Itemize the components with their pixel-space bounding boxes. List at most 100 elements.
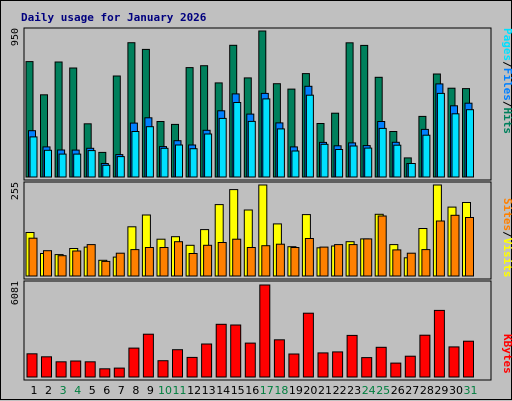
kbytes-bar-24 [361,357,373,378]
day-label-24: 24 [362,384,376,397]
visits-bar-27 [406,252,416,277]
legend-visits: Visits [501,238,512,278]
day-label-14: 14 [216,384,230,397]
kbytes-bar-2 [41,356,52,378]
kbytes-bar-29 [433,309,445,378]
visits-bar-22 [334,244,344,277]
pages-bar-13 [204,133,213,178]
kbytes-bar-19 [288,353,300,378]
pages-bar-26 [393,144,402,178]
kbytes-bar-20 [302,312,314,378]
kbytes-bar-6 [99,368,111,378]
legend-sep-1: / [501,61,512,68]
day-label-15: 15 [231,384,245,397]
visits-bar-31 [465,217,474,277]
pages-bar-8 [131,131,140,178]
legend-hits: Hits [501,108,512,135]
day-label-23: 23 [347,384,361,397]
day-label-25: 25 [376,384,390,397]
pages-bar-18 [276,128,285,178]
kbytes-bar-27 [404,355,416,378]
kbytes-bar-26 [390,362,402,378]
visits-bar-18 [275,243,285,277]
visits-bar-13 [203,244,213,277]
legend-sites: Sites [501,198,512,231]
pages-bar-27 [407,163,416,178]
visits-bar-3 [57,255,67,277]
visits-bar-15 [232,238,242,277]
kbytes-bar-12 [186,356,198,378]
day-label-22: 22 [333,384,347,397]
visits-bar-4 [72,250,82,277]
kbytes-bar-10 [157,360,169,378]
day-label-13: 13 [202,384,216,397]
day-labels: 1 2 3 4 5 6 7 8 9 10 11 12 13 14 15 16 17 18 19 20 21 22 23 24 2… [31,384,478,397]
pages-bar-28 [422,134,431,178]
visits-bar-5 [86,244,96,277]
kbytes-axis-max-label: 6081 [10,281,21,305]
pages-bar-9 [145,126,154,178]
kbytes-bar-15 [230,324,242,378]
kbytes-bar-9 [142,333,154,378]
visits-bar-8 [130,249,140,277]
visits-bar-17 [261,245,271,277]
visits-sites-legend: Sites/Visits [501,198,512,278]
pages-bar-10 [160,147,169,178]
day-label-8: 8 [132,384,139,397]
legend-files: Files [501,68,512,101]
day-label-6: 6 [103,384,110,397]
day-label-1: 1 [31,384,38,397]
visits-bar-10 [159,247,169,277]
pages-bar-5 [87,150,96,178]
visits-bar-21 [319,246,329,277]
visits-bar-29 [435,220,445,277]
visits-bar-24 [363,238,373,277]
chart-title: Daily usage for January 2026 [21,11,207,24]
kbytes-bar-21 [317,352,329,378]
legend-sep-3: / [501,231,512,238]
legend-pages: Pages [501,28,512,61]
day-label-11: 11 [173,384,187,397]
day-label-21: 21 [318,384,332,397]
bar-groups [25,30,474,378]
legend-kbytes: KBytes [501,334,512,374]
day-label-2: 2 [45,384,52,397]
day-label-7: 7 [118,384,125,397]
day-label-3: 3 [60,384,67,397]
day-label-19: 19 [289,384,303,397]
kbytes-legend: KBytes [501,334,512,374]
kbytes-bar-7 [113,367,125,378]
pages-bar-1 [29,136,38,178]
pages-bar-21 [320,143,329,178]
day-label-12: 12 [187,384,201,397]
visits-bar-6 [101,260,111,277]
kbytes-bar-5 [84,361,96,378]
pages-bar-17 [262,98,271,178]
kbytes-bar-3 [55,361,67,378]
visits-bar-28 [421,249,431,277]
day-label-5: 5 [89,384,96,397]
kbytes-bar-28 [419,334,431,378]
kbytes-bar-30 [448,346,460,378]
day-label-16: 16 [245,384,259,397]
day-label-31: 31 [464,384,478,397]
pages-bar-29 [436,92,445,178]
visits-bar-14 [217,242,227,277]
kbytes-bar-11 [172,349,183,378]
kbytes-bar-22 [332,351,344,378]
pages-bar-31 [466,109,474,178]
visits-bar-9 [144,247,154,277]
visits-bar-2 [43,250,52,277]
day-label-29: 29 [434,384,448,397]
pages-bar-3 [58,153,67,178]
visits-bar-1 [28,237,38,277]
day-label-9: 9 [147,384,154,397]
pages-bar-16 [247,120,256,178]
visits-bar-19 [290,247,300,277]
visits-bar-12 [188,253,198,277]
pages-bar-6 [102,164,111,178]
pages-bar-23 [349,145,358,178]
pages-bar-19 [291,150,300,178]
kbytes-bar-23 [346,334,358,378]
